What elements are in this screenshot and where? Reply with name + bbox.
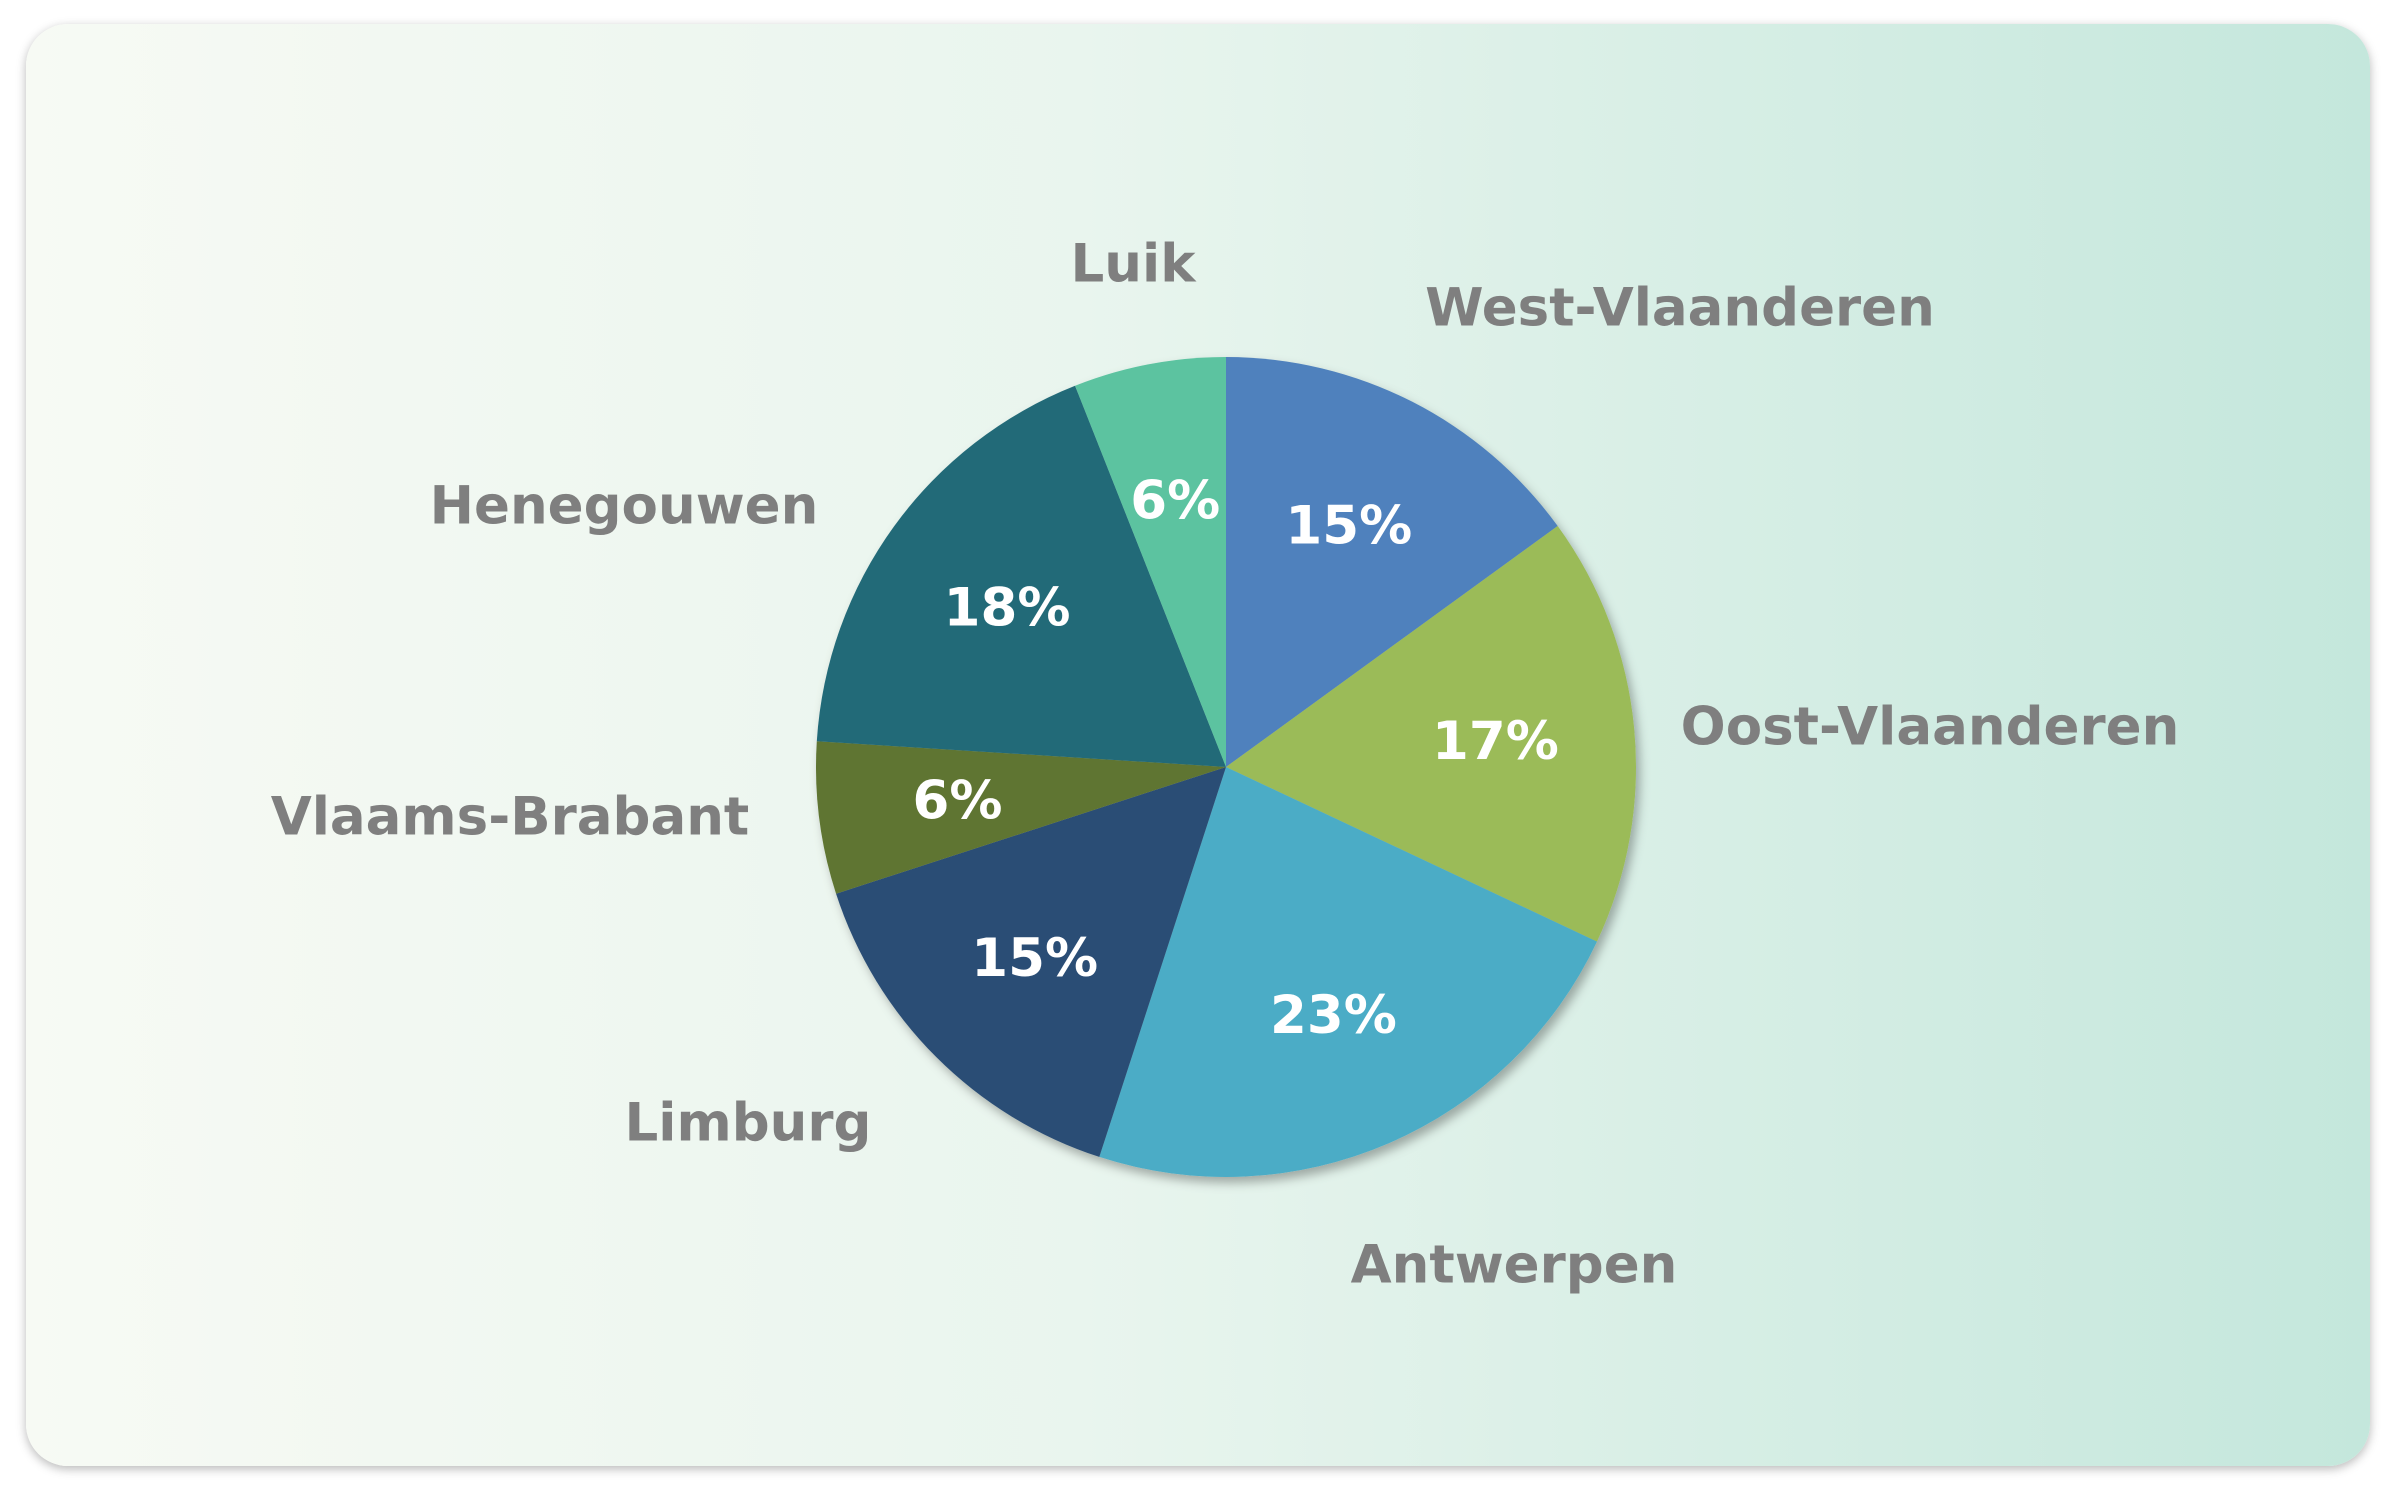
value-label-henegouwen: 18% [944,577,1071,638]
value-label-west-vlaanderen: 15% [1285,495,1412,556]
value-label-antwerpen: 23% [1270,985,1397,1046]
pie-slices [815,357,1637,1178]
value-label-vlaams-brabant: 6% [913,770,1003,831]
value-label-limburg: 15% [971,928,1098,989]
category-label-henegouwen: Henegouwen [430,476,819,537]
category-labels: West-Vlaanderen Oost-Vlaanderen Antwerpen L… [271,234,2180,1296]
value-label-oost-vlaanderen: 17% [1432,711,1559,772]
category-label-antwerpen: Antwerpen [1351,1235,1678,1296]
slice-luik [1075,357,1226,767]
slice-vlaams-brabant [815,741,1226,894]
category-label-west-vlaanderen: West-Vlaanderen [1425,278,1935,339]
slice-henegouwen [816,385,1226,767]
category-label-limburg: Limburg [625,1093,872,1154]
value-label-luik: 6% [1130,471,1220,532]
category-label-vlaams-brabant: Vlaams-Brabant [271,787,750,848]
slice-antwerpen [1099,767,1597,1178]
category-label-luik: Luik [1071,234,1198,295]
category-label-oost-vlaanderen: Oost-Vlaanderen [1681,697,2180,758]
slice-limburg [836,767,1226,1157]
value-labels: 15% 17% 23% 15% 6% 18% 6% [913,471,1559,1046]
slice-west-vlaanderen [1226,357,1558,767]
slice-oost-vlaanderen [1226,526,1637,942]
